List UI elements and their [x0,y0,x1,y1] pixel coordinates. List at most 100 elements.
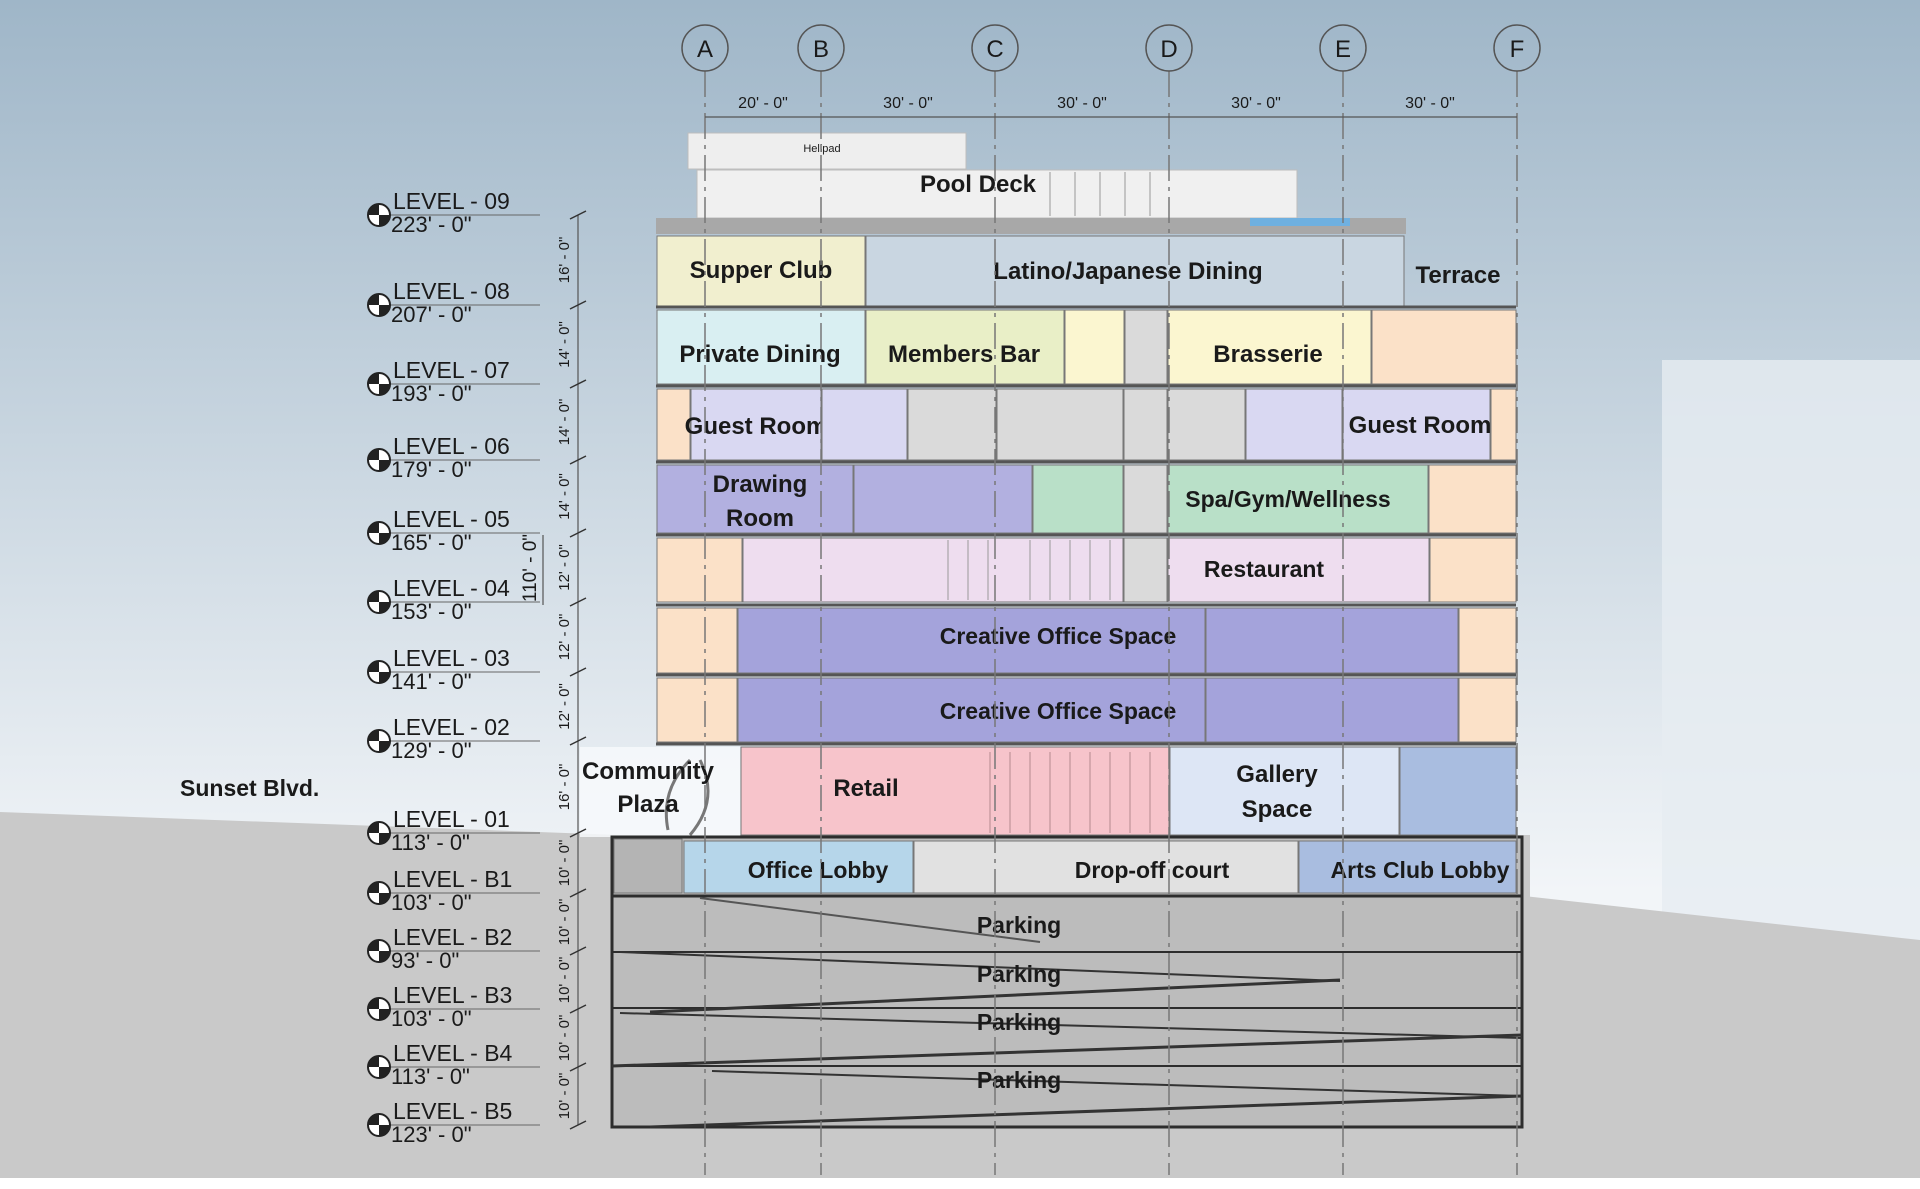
peach-level03-left [656,607,738,674]
creative-office-3-b [1205,607,1459,674]
dim-tick [569,888,587,898]
private-dining-label: Private Dining [679,341,840,368]
parking-b2-label: Parking [977,912,1061,938]
core-level06-c [1123,388,1168,461]
spa-label: Spa/Gym/Wellness [1185,486,1390,512]
level-elevation: 123' - 0" [391,1122,472,1147]
level-datum-quadrant [368,591,390,613]
grid-layer: A B C D E F 20' - 0" 30' - 0" 30' - 0" 30' - 0" 30… [681,24,1541,1175]
overall-height-label: 110' - 0" [520,534,541,602]
dim-tick [569,300,587,310]
parking-b4-label: Parking [977,1009,1061,1035]
grid-label-a: A [697,36,713,63]
stair-lines-level04 [947,540,1111,600]
ground-fill [0,812,620,1189]
grid-label-c: C [986,36,1003,63]
level-name: LEVEL - 04 [393,575,510,601]
community-plaza-label-1: Community [582,758,715,785]
floor-height-label: 10' - 0" [556,1073,573,1120]
grid-bubble-c [971,24,1019,72]
dim-tick [569,946,587,956]
grid-spacing-5: 30' - 0" [1405,95,1455,112]
community-plaza-area [580,747,740,837]
grid-spacing-1: 20' - 0" [738,95,788,112]
core-level04 [1123,537,1168,603]
members-bar-label: Members Bar [888,341,1040,368]
guest-room-left-label: Guest Room [685,413,828,440]
peach-level06-right [1490,388,1517,461]
level-name: LEVEL - B4 [393,1040,513,1066]
level-datum-quadrant [368,1056,390,1078]
level-elevation: 193' - 0" [391,381,472,406]
arts-club-lobby-label: Arts Club Lobby [1331,857,1510,883]
level-elevation: 103' - 0" [391,1006,472,1031]
level-elevation: 153' - 0" [391,599,472,624]
peach-level05 [1428,464,1517,534]
grid-bubble-e [1319,24,1367,72]
creative-office-2-b [1205,677,1459,743]
dim-tick [569,455,587,465]
dim-tick [569,1004,587,1014]
floor-height-dimensions: 16' - 0" 14' - 0" 14' - 0" 14' - 0" 12' - 0"… [542,210,587,1130]
peach-level04-left [656,537,743,603]
room-level07-small [1064,309,1125,385]
level-datum-quadrant [368,204,390,226]
level-datum-quadrant [368,998,390,1020]
drawing-room-label-2: Room [726,505,794,532]
ramp-b3 [619,951,1341,982]
helipad-deck [687,132,967,170]
level-datum-quadrant [368,882,390,904]
pool-deck-block [696,169,1298,219]
level-name: LEVEL - B2 [393,924,512,950]
supper-club-label: Supper Club [690,257,833,284]
core-level07 [1124,309,1168,385]
room-office-lobby [683,840,914,894]
floor-height-label: 12' - 0" [556,614,573,661]
peach-level06-left [656,388,691,461]
level-name: LEVEL - 08 [393,278,510,304]
dim-tick [569,210,587,220]
peach-level07 [1371,309,1517,385]
ramp-b5 [711,1070,1523,1097]
grid-label-d: D [1160,36,1177,63]
spa-level05-small [1032,464,1124,534]
guest-room-level06-c [1245,388,1343,461]
floor-height-label: 10' - 0" [556,957,573,1004]
floor-height-label: 14' - 0" [556,473,573,520]
level-elevation: 165' - 0" [391,530,472,555]
dim-tick [569,528,587,538]
level-elevation: 93' - 0" [391,948,459,973]
level-datum-quadrant [368,449,390,471]
room-arts-club-lobby [1298,840,1517,894]
floor-height-label: 10' - 0" [556,1015,573,1062]
peach-level02-left [656,677,738,743]
dim-tick [569,828,587,838]
room-gallery-space [1169,746,1400,836]
level-name: LEVEL - 07 [393,357,510,383]
level-name: LEVEL - 09 [393,188,510,214]
room-guest-room-right [1342,388,1491,461]
level-datum-quadrant [368,294,390,316]
restaurant-level04-a [742,537,1124,603]
floor-height-label: 10' - 0" [556,840,573,887]
restaurant-label: Restaurant [1204,556,1324,582]
grid-label-e: E [1335,36,1351,63]
grid-spacing-4: 30' - 0" [1231,95,1281,112]
level-name: LEVEL - B1 [393,866,512,892]
peach-level04-right [1429,537,1517,603]
distant-building [1662,360,1920,940]
level-name: LEVEL - 06 [393,433,510,459]
floor-height-label: 12' - 0" [556,683,573,730]
level-datum-quadrant [368,822,390,844]
floor-height-label: 10' - 0" [556,899,573,946]
plaza-sculpture [664,758,710,836]
level-elevation: 223' - 0" [391,212,472,237]
b1-left-void [613,838,683,894]
level-elevation: 141' - 0" [391,669,472,694]
room-restaurant [1167,537,1430,603]
level-datum-quadrant [368,730,390,752]
room-private-dining [656,309,866,385]
core-level05 [1123,464,1168,534]
